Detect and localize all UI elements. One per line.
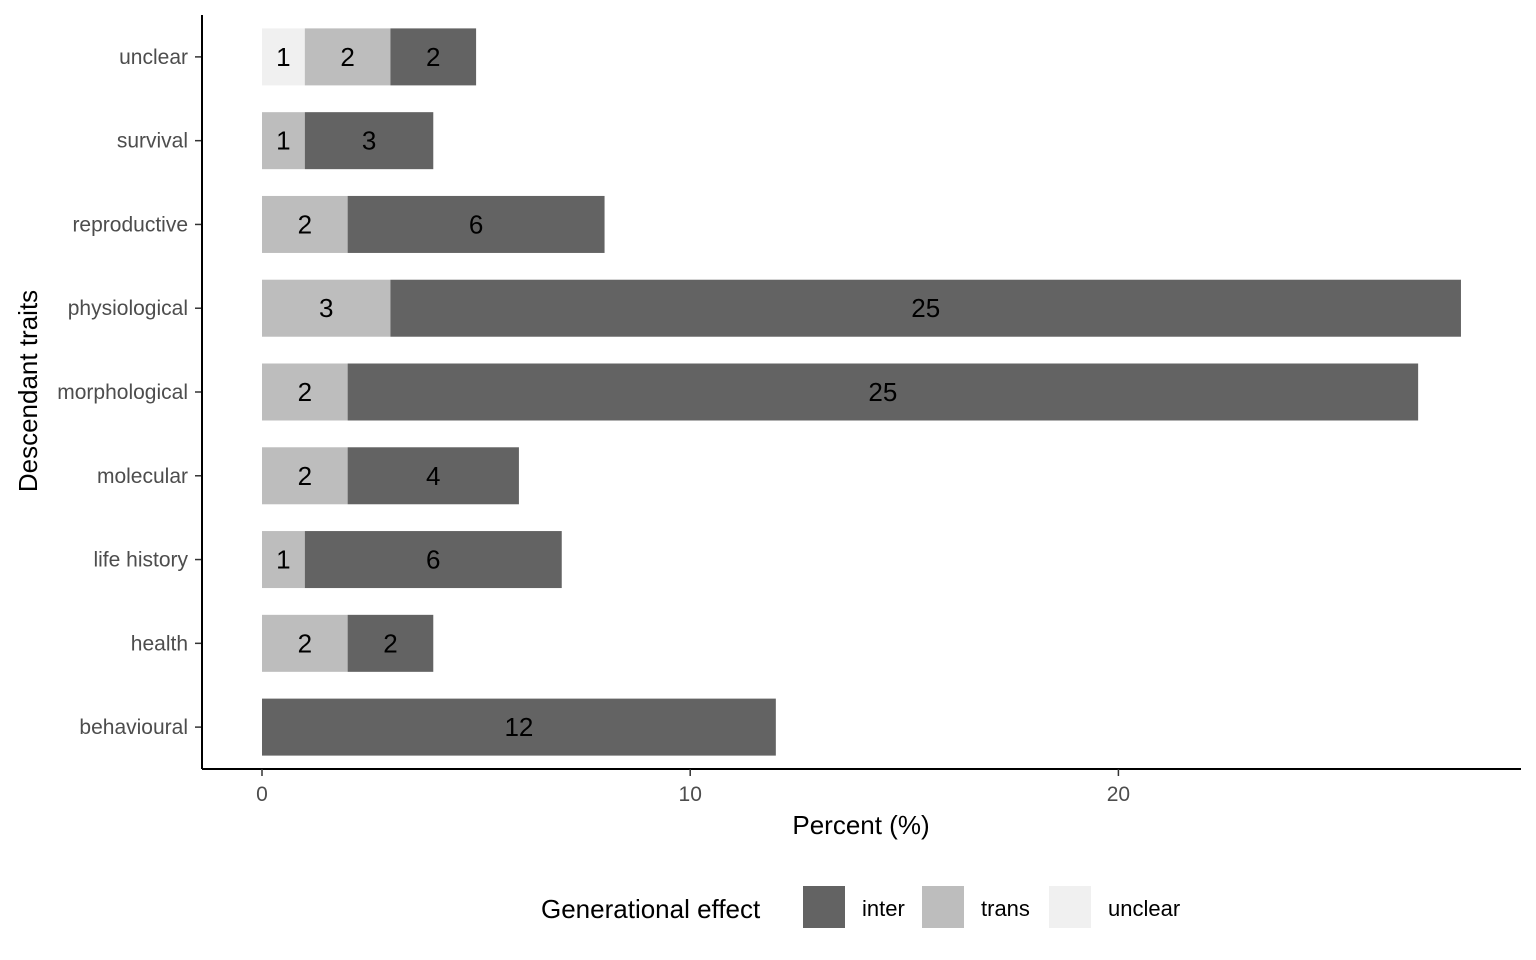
- bar-inter-unclear: [390, 28, 477, 86]
- bar-trans-reproductive: [262, 195, 348, 253]
- y-tick-label: physiological: [68, 297, 188, 320]
- legend-key-inter: [803, 886, 845, 928]
- data-label-inter-morphological: 25: [868, 377, 897, 407]
- data-label-trans-molecular: 2: [298, 461, 312, 491]
- bar-inter-physiological: [390, 279, 1461, 337]
- x-axis-title: Percent (%): [792, 810, 929, 840]
- data-label-inter-reproductive: 6: [469, 209, 483, 239]
- legend-key-trans: [922, 886, 964, 928]
- data-label-inter-life-history: 6: [426, 545, 440, 575]
- legend-title: Generational effect: [541, 894, 761, 924]
- y-tick-label: unclear: [119, 46, 188, 69]
- bar-trans-health: [262, 614, 348, 672]
- y-tick-label: survival: [117, 130, 188, 153]
- data-label-inter-health: 2: [383, 628, 397, 658]
- bar-inter-health: [347, 614, 434, 672]
- data-label-trans-health: 2: [298, 628, 312, 658]
- legend-label-inter: inter: [862, 896, 905, 921]
- y-tick-label: behavioural: [79, 716, 188, 739]
- data-label-inter-molecular: 4: [426, 461, 440, 491]
- bar-inter-behavioural: [262, 698, 776, 756]
- data-label-inter-physiological: 25: [911, 293, 940, 323]
- y-tick-label: life history: [93, 549, 188, 572]
- bar-trans-morphological: [262, 363, 348, 421]
- data-label-trans-life-history: 1: [276, 545, 290, 575]
- data-label-inter-behavioural: 12: [504, 712, 533, 742]
- bar-inter-morphological: [347, 363, 1419, 421]
- bar-trans-survival: [262, 112, 305, 170]
- bar-trans-molecular: [262, 447, 348, 505]
- legend-label-trans: trans: [981, 896, 1030, 921]
- legend-label-unclear: unclear: [1108, 896, 1180, 921]
- bar-inter-molecular: [347, 447, 519, 505]
- data-label-trans-morphological: 2: [298, 377, 312, 407]
- data-label-trans-physiological: 3: [319, 293, 333, 323]
- data-label-unclear-unclear: 1: [276, 42, 290, 72]
- y-axis: behavioural health life history molecular mo…: [57, 15, 203, 769]
- bar-trans-unclear: [304, 28, 391, 86]
- data-label-inter-unclear: 2: [426, 42, 440, 72]
- data-label-trans-unclear: 2: [340, 42, 354, 72]
- data-label-trans-survival: 1: [276, 126, 290, 156]
- bar-inter-reproductive: [347, 195, 605, 253]
- legend-key-unclear: [1049, 886, 1091, 928]
- bar-inter-life-history: [304, 531, 562, 589]
- y-tick-label: morphological: [57, 381, 188, 404]
- x-tick-label: 0: [256, 783, 268, 806]
- legend: Generational effect inter trans unclear: [541, 886, 1180, 928]
- data-label-inter-survival: 3: [362, 126, 376, 156]
- x-axis: 0 10 20: [202, 768, 1521, 806]
- y-tick-label: reproductive: [72, 213, 188, 236]
- bar-inter-survival: [304, 112, 434, 170]
- y-axis-title: Descendant traits: [13, 290, 43, 492]
- x-tick-label: 20: [1107, 783, 1130, 806]
- plot-area: 122 21 62 42 253 252 61 31 2 2: [262, 28, 1461, 756]
- y-tick-label: health: [131, 632, 188, 655]
- bar-unclear-unclear: [262, 28, 305, 86]
- x-tick-label: 10: [679, 783, 702, 806]
- data-label-trans-reproductive: 2: [298, 209, 312, 239]
- y-tick-label: molecular: [97, 465, 188, 488]
- bar-trans-physiological: [262, 279, 391, 337]
- bar-trans-life-history: [262, 531, 305, 589]
